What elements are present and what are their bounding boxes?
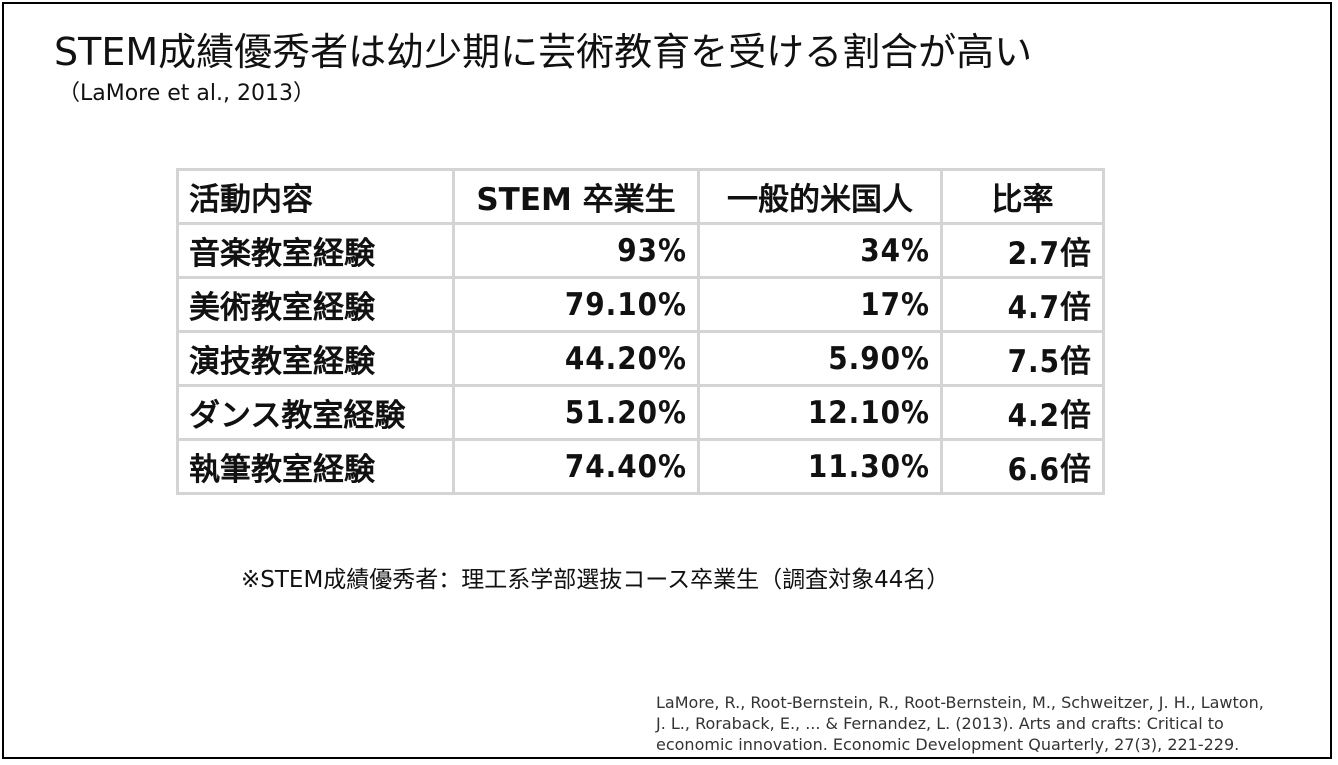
stem-cell: 93% — [452, 222, 700, 279]
table-row: 執筆教室経験 74.40% 11.30% 6.6倍 — [176, 438, 1105, 495]
ratio-cell: 4.7倍 — [940, 276, 1105, 333]
ratio-cell: 4.2倍 — [940, 384, 1105, 441]
header-general-americans: 一般的米国人 — [697, 168, 943, 225]
header-activity: 活動内容 — [176, 168, 455, 225]
activity-cell: 執筆教室経験 — [176, 438, 455, 495]
general-cell: 34% — [697, 222, 943, 279]
table-header-row: 活動内容 STEM 卒業生 一般的米国人 比率 — [176, 168, 1105, 225]
table-row: 美術教室経験 79.10% 17% 4.7倍 — [176, 276, 1105, 333]
activity-cell: 音楽教室経験 — [176, 222, 455, 279]
table-row: ダンス教室経験 51.20% 12.10% 4.2倍 — [176, 384, 1105, 441]
stem-cell: 74.40% — [452, 438, 700, 495]
ratio-cell: 2.7倍 — [940, 222, 1105, 279]
general-cell: 12.10% — [697, 384, 943, 441]
stem-cell: 51.20% — [452, 384, 700, 441]
table-row: 音楽教室経験 93% 34% 2.7倍 — [176, 222, 1105, 279]
activity-cell: 美術教室経験 — [176, 276, 455, 333]
reference-citation: LaMore, R., Root-Bernstein, R., Root-Ber… — [656, 692, 1316, 755]
footnote: ※STEM成績優秀者：理工系学部選抜コース卒業生（調査対象44名） — [241, 567, 950, 593]
ratio-cell: 7.5倍 — [940, 330, 1105, 387]
ratio-cell: 6.6倍 — [940, 438, 1105, 495]
activity-cell: 演技教室経験 — [176, 330, 455, 387]
slide-subtitle: （LaMore et al., 2013） — [58, 81, 315, 106]
stem-cell: 44.20% — [452, 330, 700, 387]
slide-title: STEM成績優秀者は幼少期に芸術教育を受ける割合が高い — [54, 30, 1033, 74]
general-cell: 5.90% — [697, 330, 943, 387]
reference-line: J. L., Roraback, E., ... & Fernandez, L.… — [656, 714, 1224, 733]
header-ratio: 比率 — [940, 168, 1105, 225]
table-row: 演技教室経験 44.20% 5.90% 7.5倍 — [176, 330, 1105, 387]
reference-line: economic innovation. Economic Developmen… — [656, 735, 1240, 754]
reference-line: LaMore, R., Root-Bernstein, R., Root-Ber… — [656, 693, 1264, 712]
activity-cell: ダンス教室経験 — [176, 384, 455, 441]
stem-cell: 79.10% — [452, 276, 700, 333]
activity-comparison-table: 活動内容 STEM 卒業生 一般的米国人 比率 音楽教室経験 93% 34% 2… — [176, 168, 1105, 495]
general-cell: 11.30% — [697, 438, 943, 495]
header-stem-graduates: STEM 卒業生 — [452, 168, 700, 225]
general-cell: 17% — [697, 276, 943, 333]
